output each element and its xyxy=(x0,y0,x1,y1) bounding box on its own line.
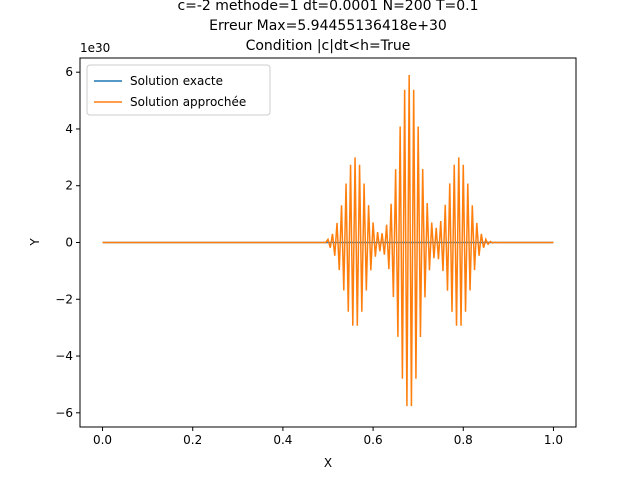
series-line-approx xyxy=(102,75,554,407)
x-axis: 0.0 0.2 0.4 0.6 0.8 1.0 xyxy=(93,427,563,447)
legend-box xyxy=(86,64,271,116)
y-tick-label: −6 xyxy=(55,406,73,420)
y-tick-label: −4 xyxy=(55,349,73,363)
chart-title-line: Erreur Max=5.94455136418e+30 xyxy=(209,18,447,34)
chart-title-line: c=-2 methode=1 dt=0.0001 N=200 T=0.1 xyxy=(177,0,478,14)
x-tick-label: 0.8 xyxy=(454,433,473,447)
y-tick-label: 2 xyxy=(65,179,73,193)
y-tick-label: 0 xyxy=(65,236,73,250)
x-tick-label: 0.4 xyxy=(273,433,292,447)
y-tick-label: 6 xyxy=(65,65,73,79)
legend-label: Solution exacte xyxy=(130,74,223,88)
x-tick-label: 0.2 xyxy=(183,433,202,447)
x-tick-label: 1.0 xyxy=(544,433,563,447)
y-tick-label: 4 xyxy=(65,122,73,136)
legend: Solution exacte Solution approchée xyxy=(86,64,271,116)
x-tick-label: 0.6 xyxy=(364,433,383,447)
x-tick-label: 0.0 xyxy=(93,433,112,447)
chart-title-line: Condition |c|dt<h=True xyxy=(246,38,411,54)
y-offset-label: 1e30 xyxy=(80,41,110,55)
y-tick-label: −2 xyxy=(55,292,73,306)
legend-label: Solution approchée xyxy=(130,95,246,109)
series-group xyxy=(102,75,554,407)
y-axis-label: Y xyxy=(28,238,42,247)
y-axis: −6 −4 −2 0 2 4 6 xyxy=(55,65,80,420)
chart-title: c=-2 methode=1 dt=0.0001 N=200 T=0.1 Erre… xyxy=(177,0,478,54)
x-axis-label: X xyxy=(324,456,332,470)
